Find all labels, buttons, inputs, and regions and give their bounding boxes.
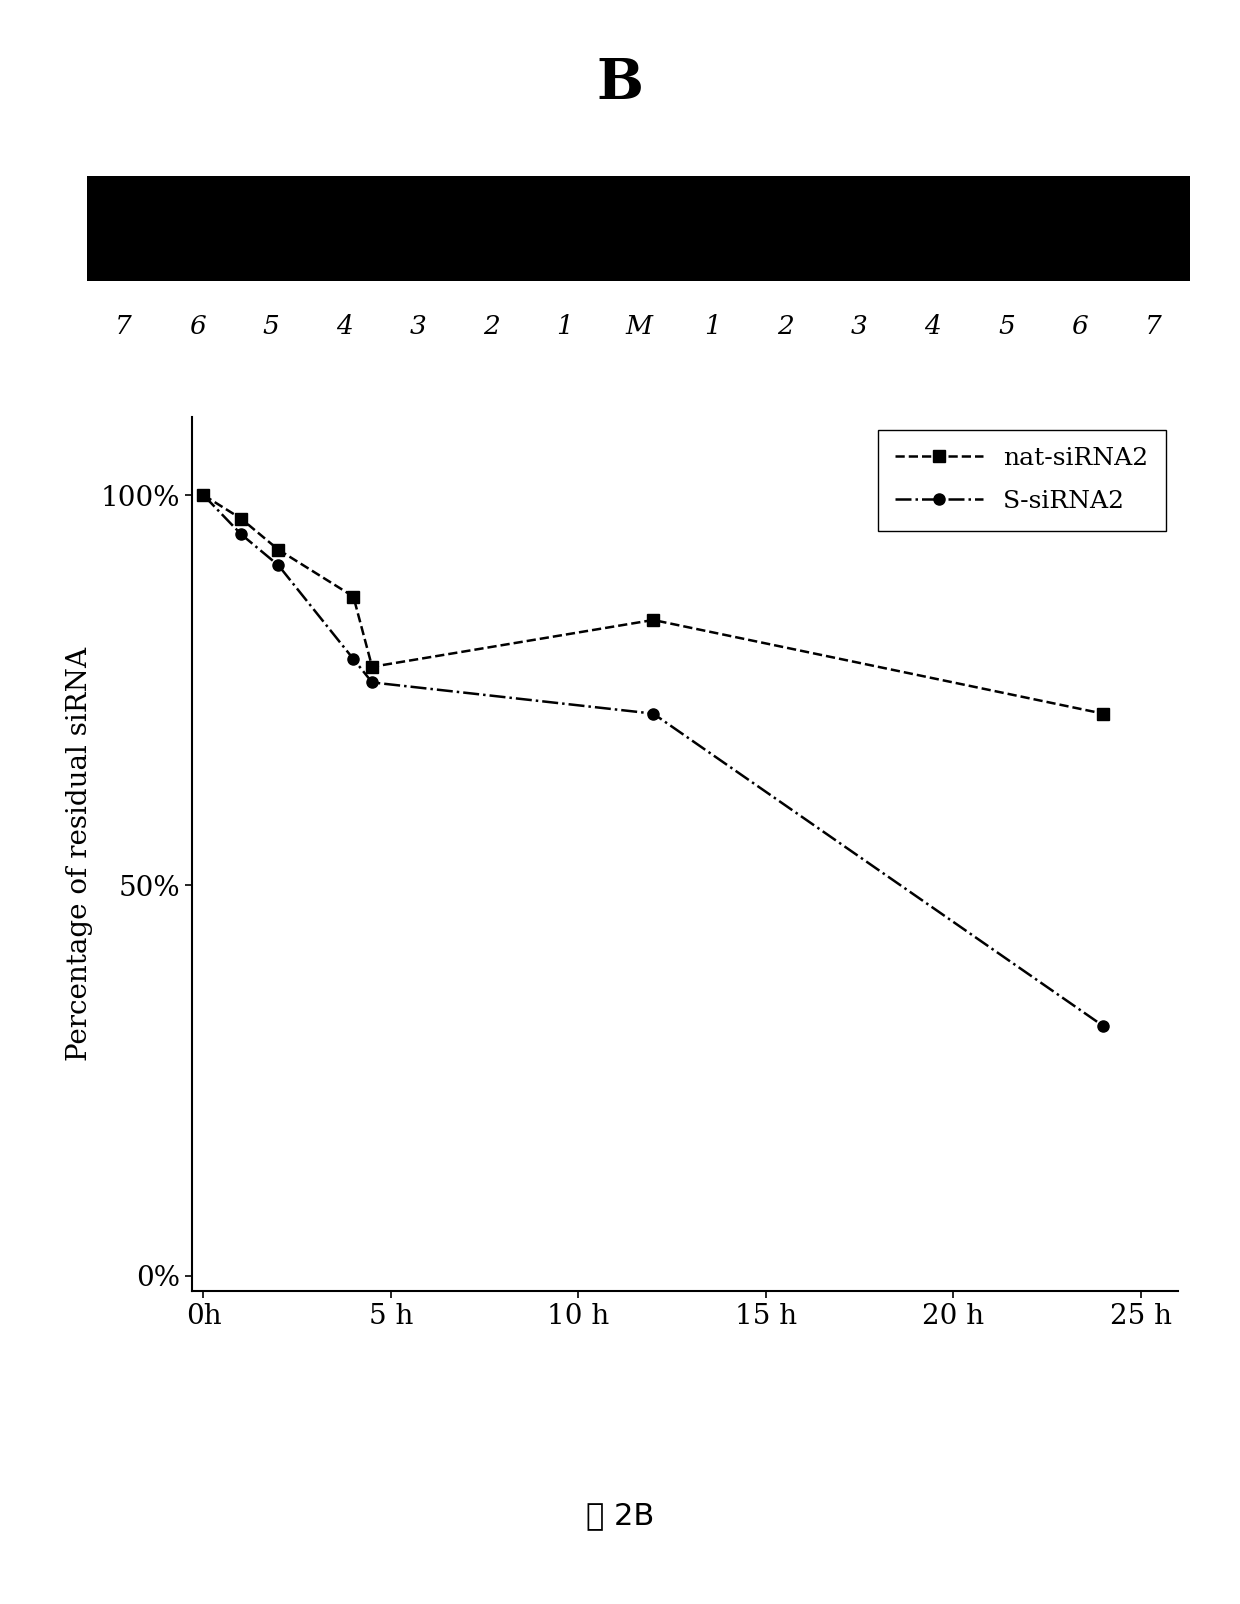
Text: 图 2B: 图 2B [585,1501,655,1530]
S-siRNA2 [346,650,361,669]
nat-siRNA2 [233,508,248,528]
nat-siRNA2 [365,658,379,677]
Line: nat-siRNA2: nat-siRNA2 [198,489,1109,719]
Text: 2: 2 [777,314,794,338]
Text: 1: 1 [704,314,720,338]
Text: 1: 1 [557,314,573,338]
Text: B: B [596,56,644,111]
Text: 7: 7 [115,314,131,338]
S-siRNA2 [233,525,248,544]
S-siRNA2 [272,555,286,574]
Text: 6: 6 [1071,314,1089,338]
nat-siRNA2 [646,611,661,630]
Line: S-siRNA2: S-siRNA2 [198,489,1109,1031]
Text: 5: 5 [263,314,279,338]
nat-siRNA2 [272,541,286,560]
Text: 4: 4 [925,314,941,338]
S-siRNA2 [196,486,211,505]
Text: M: M [625,314,652,338]
Text: 3: 3 [409,314,427,338]
Y-axis label: Percentage of residual siRNA: Percentage of residual siRNA [66,646,93,1062]
Text: 6: 6 [188,314,206,338]
Text: 2: 2 [484,314,500,338]
S-siRNA2 [365,672,379,691]
nat-siRNA2 [346,587,361,606]
nat-siRNA2 [196,486,211,505]
Legend: nat-siRNA2, S-siRNA2: nat-siRNA2, S-siRNA2 [878,430,1166,531]
Text: 5: 5 [998,314,1014,338]
Text: 3: 3 [851,314,868,338]
Text: 4: 4 [336,314,352,338]
nat-siRNA2 [1096,704,1111,723]
S-siRNA2 [646,704,661,723]
S-siRNA2 [1096,1017,1111,1036]
Text: 7: 7 [1146,314,1162,338]
